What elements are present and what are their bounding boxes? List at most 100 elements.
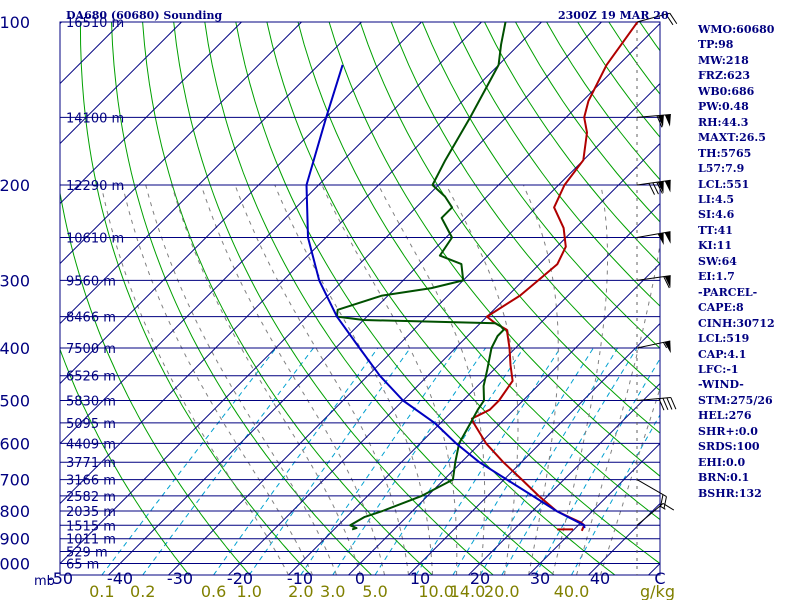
mixing-ratio-tick-label: 1.0 [237,582,262,600]
isotherm-line [108,22,660,575]
temperature-tick-label: -40 [107,569,133,588]
sounding-indices-list: WMO:60680 TP:98 MW:218 FRZ:623 WB0:686 PW:0.4… [698,22,775,501]
isotherm-line [228,142,660,575]
sounding-time: 2300Z 19 MAR 20 [558,9,669,22]
sounding-index-item: CINH:30712 [698,316,775,330]
temperature-tick-label: 30 [530,569,550,588]
station-title: DA680 (60680) Sounding [66,9,223,22]
moist-adiabat-line [100,184,289,575]
height-label: 8466 m [66,311,116,326]
pressure-tick-label: 1000 [0,555,30,574]
mixing-ratio-line [534,357,660,575]
height-label: 3771 m [66,456,116,471]
pressure-tick-label: 600 [0,434,30,453]
sounding-index-item: TT:41 [698,223,733,237]
isotherm-line [60,22,182,145]
isotherm-line [60,22,422,385]
height-label: 4409 m [66,437,116,452]
height-label: 9560 m [66,274,116,289]
sounding-index-item: SW:64 [698,254,737,268]
mixing-ratio-line [248,347,411,575]
dry-adiabat-line [142,22,433,575]
sounding-index-item: CAPE:8 [698,301,744,315]
isotherm-line [60,22,542,505]
sounding-index-item: MAXT:26.5 [698,131,766,145]
wind-barb [636,113,671,128]
isotherm-line [0,22,2,575]
mixing-ratio-line [479,347,619,575]
pressure-tick-label: 700 [0,471,30,490]
dry-adiabat-line [359,22,660,434]
sounding-index-item: SHR+:0.0 [698,424,758,438]
moist-adiabat-line [576,241,660,575]
sounding-index-item: LI:4.5 [698,192,735,206]
sounding-index-item: LCL:551 [698,177,750,191]
sounding-index-item: L57:7.9 [698,162,745,176]
sounding-index-item: WMO:60680 [698,23,775,36]
wind-barb-column [636,12,678,526]
height-label: 7500 m [66,342,116,357]
temperature-tick-label: 20 [470,569,490,588]
height-label: 529 m [66,545,108,560]
sounding-index-item: BRN:0.1 [698,471,750,485]
wind-barb [636,179,671,195]
mixing-ratio-tick-label: 5.0 [362,582,387,600]
height-label: 16510 m [66,16,124,31]
mixing-ratio-line [142,347,314,575]
moist-adiabat-line [377,184,486,575]
mixing-ratio-line [415,347,561,575]
dewpoint-trace [335,22,507,531]
mixing-ratio-line [101,347,277,575]
height-label: 12290 m [66,179,124,194]
isotherm-line [348,262,660,575]
sounding-index-item: EI:1.7 [698,270,735,284]
temperature-tick-label: -50 [47,569,73,588]
isotherm-line [408,322,660,575]
height-label: 1515 m [66,519,116,534]
sounding-index-item: LFC:-1 [698,362,739,376]
isotherm-line [60,22,302,265]
pressure-tick-label: 900 [0,530,30,549]
mixing-ratio-unit-label: g/kg [640,582,675,600]
moist-adiabat-line [234,184,409,575]
dry-adiabat-line [484,22,660,265]
moist-adiabat-line [121,184,313,575]
wind-barb [636,503,675,526]
mixing-ratio-tick-label: 0.6 [201,582,226,600]
wind-barb [636,12,678,26]
height-label: 2582 m [66,490,116,505]
isotherm-line [468,382,660,575]
temperature-tick-label: 10 [410,569,430,588]
sounding-index-item: HEL:276 [698,409,752,423]
mixing-ratio-line [501,347,638,575]
sounding-index-item: FRZ:623 [698,69,751,83]
sounding-index-item: TP:98 [698,38,734,52]
sounding-index-item: WB0:686 [698,84,755,98]
height-label: 65 m [66,558,99,573]
pressure-tick-label: 200 [0,176,30,195]
height-label: 1011 m [66,533,116,548]
pressure-tick-label: 400 [0,339,30,358]
sounding-index-item: STM:275/26 [698,393,773,407]
sounding-index-item: LCL:519 [698,332,750,346]
mixing-ratio-line [374,347,525,575]
mixing-ratio-line [571,413,660,575]
parcel-trace [305,64,586,529]
dry-adiabat-line [421,22,660,349]
dry-adiabat-line [390,22,660,392]
height-label: 6526 m [66,370,116,385]
dry-adiabat-line [204,22,555,575]
pressure-tick-label: 800 [0,502,30,521]
pressure-tick-label: 100 [0,13,30,32]
isotherm-line [60,22,62,25]
height-label: 14100 m [66,111,124,126]
sounding-index-item: RH:44.3 [698,115,749,129]
isotherm-line [528,442,660,575]
sounding-index-item: -PARCEL- [698,285,758,299]
sounding-index-item: BSHR:132 [698,486,762,500]
temperature-trace [470,22,639,532]
dry-adiabat-line [266,22,660,565]
height-label: 10610 m [66,231,124,246]
mixing-ratio-tick-label: 3.0 [320,582,345,600]
temperature-tick-label: -30 [167,569,193,588]
